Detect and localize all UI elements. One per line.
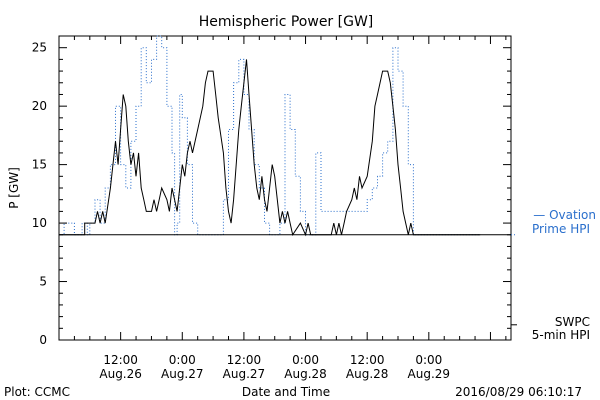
x-tick-label-date: Aug.29 — [408, 367, 451, 381]
footer-right: 2016/08/29 06:10:17 — [455, 385, 582, 399]
x-tick-label-time: 0:00 — [169, 353, 196, 367]
y-tick-label: 0 — [39, 333, 47, 347]
y-axis-label: P [GW] — [7, 167, 21, 209]
y-tick-label: 20 — [32, 99, 47, 113]
x-tick-label-time: 12:00 — [227, 353, 262, 367]
x-tick-label-time: 0:00 — [415, 353, 442, 367]
x-axis-label: Date and Time — [242, 385, 330, 399]
y-tick-label: 25 — [32, 41, 47, 55]
series-layer — [59, 35, 517, 326]
x-tick-label-date: Aug.26 — [99, 367, 142, 381]
series-line-swpc — [59, 59, 481, 237]
y-tick-label: 15 — [32, 158, 47, 172]
y-tick-label: 5 — [39, 275, 47, 289]
x-tick-label-date: Aug.28 — [284, 367, 327, 381]
x-tick-label-time: 12:00 — [103, 353, 138, 367]
legend-swpc-line1: SWPC — [555, 315, 590, 329]
x-tick-label-date: Aug.27 — [161, 367, 204, 381]
x-tick-label-time: 12:00 — [350, 353, 385, 367]
legend: — Ovation Prime HPI SWPC 5-min HPI — [532, 208, 596, 342]
legend-ovation-line2: Prime HPI — [532, 222, 590, 236]
footer-left: Plot: CCMC — [4, 385, 70, 399]
x-axis: 12:00Aug.260:00Aug.2712:00Aug.270:00Aug.… — [73, 36, 507, 381]
legend-ovation-line1: — Ovation — [533, 208, 596, 222]
x-tick-label-date: Aug.27 — [223, 367, 266, 381]
y-tick-label: 10 — [32, 216, 47, 230]
legend-swpc-line2: 5-min HPI — [532, 328, 590, 342]
chart-title: Hemispheric Power [GW] — [199, 14, 374, 30]
series-line-ovation-prime — [59, 35, 481, 236]
x-tick-label-date: Aug.28 — [346, 367, 389, 381]
y-axis: 0 5 10 15 20 25 — [32, 35, 511, 347]
x-tick-label-time: 0:00 — [292, 353, 319, 367]
